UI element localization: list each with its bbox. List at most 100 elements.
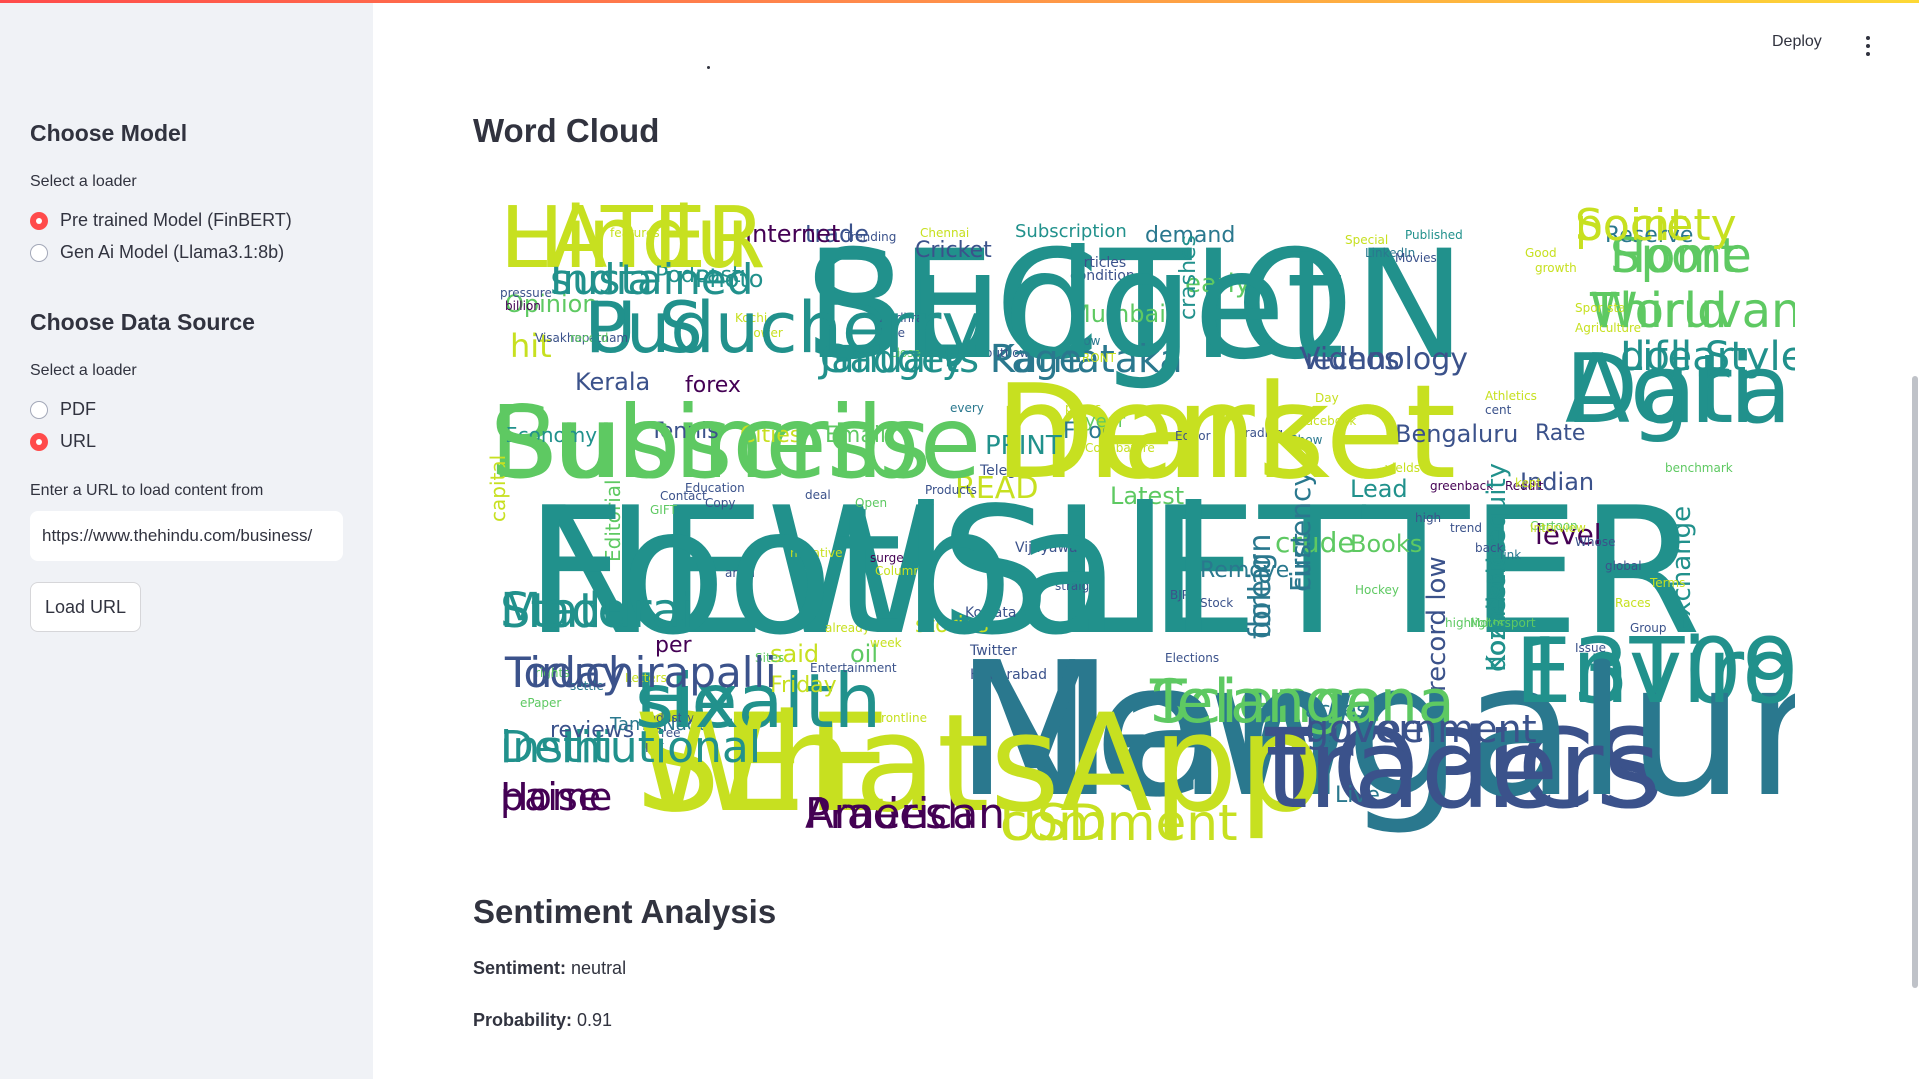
word-cloud-word: LinkedIn [1365, 246, 1415, 260]
word-cloud-word: ePaper [520, 696, 561, 710]
word-cloud-word: Economy [505, 423, 597, 447]
word-cloud-word: market [995, 356, 1456, 508]
main-scrollbar[interactable] [1912, 376, 1918, 988]
word-cloud-word: Tennis [649, 419, 719, 444]
word-cloud-word: Good [1525, 246, 1557, 260]
word-cloud-word: pressure [500, 286, 552, 300]
word-cloud-word: week [870, 636, 902, 650]
sentiment-value: neutral [571, 958, 627, 978]
word-cloud-word: Editor [1175, 429, 1211, 443]
word-cloud-word: Columns [875, 564, 927, 578]
url-input[interactable] [30, 511, 343, 561]
radio-finbert-label: Pre trained Model (FinBERT) [60, 210, 292, 230]
word-cloud-word: Products [925, 483, 977, 497]
word-cloud-word: Reddit [1505, 479, 1544, 493]
load-url-button[interactable]: Load URL [30, 582, 141, 632]
word-cloud-word: Day [1315, 391, 1339, 405]
word-cloud-word: said [770, 640, 819, 668]
word-cloud-word: Frontline [875, 711, 927, 725]
word-cloud-word: sustained [550, 255, 753, 304]
sentiment-result: Sentiment: neutral [473, 958, 626, 979]
word-cloud-word: U S [585, 287, 703, 369]
word-cloud-word: Page [990, 337, 1082, 381]
word-cloud-word: Elections [1165, 651, 1219, 665]
word-cloud-word: Letters [625, 671, 667, 685]
word-cloud-word: benchmark [1665, 461, 1733, 475]
word-cloud-word: greenback [1430, 479, 1493, 493]
word-cloud-word: Rupee [1305, 707, 1425, 751]
probability-value: 0.91 [577, 1010, 613, 1030]
word-cloud-word: record low [1422, 556, 1452, 692]
word-cloud-word: Line [880, 326, 905, 340]
radio-finbert[interactable]: Pre trained Model (FinBERT) [30, 210, 292, 231]
word-cloud-word: Gadgets [820, 337, 979, 381]
word-cloud-word: comment [1000, 794, 1238, 844]
word-cloud-word: 13T09 [1515, 619, 1795, 724]
radio-selected-icon[interactable] [30, 432, 48, 451]
word-cloud-word: low [1080, 334, 1101, 348]
word-cloud-word: Photo [695, 265, 763, 293]
word-cloud-word: billion [505, 299, 541, 313]
word-cloud-word: record [570, 331, 608, 345]
word-cloud-word: Videos [1300, 342, 1400, 377]
word-cloud-word: Science [1150, 667, 1383, 737]
word-cloud-word: India [550, 255, 653, 304]
word-cloud-word: NEWSLETTER [525, 471, 1702, 674]
radio-selected-icon[interactable] [30, 211, 48, 230]
word-cloud-word: Indian [1520, 468, 1594, 496]
word-cloud-word: BJP [1170, 588, 1189, 602]
word-cloud-word: trading [1240, 426, 1283, 440]
kebab-menu-icon[interactable] [1864, 36, 1872, 56]
word-cloud-word: Thiruvananthapuram [1589, 283, 1795, 339]
word-cloud-word: Delhi [500, 722, 613, 773]
word-cloud-word: forex [685, 373, 741, 398]
word-cloud-word: Kolkata [965, 605, 1016, 621]
word-cloud-word: rights [535, 666, 569, 680]
word-cloud-word: Reserve [1605, 223, 1693, 248]
word-cloud-word: Education [685, 481, 745, 495]
word-cloud-word: Interview [1530, 521, 1586, 535]
word-cloud-word: Terms [1649, 576, 1685, 590]
radio-url[interactable]: URL [30, 431, 96, 452]
word-cloud-word: Podcast [655, 263, 741, 288]
word-cloud-word: Group [1630, 621, 1667, 635]
word-cloud-word: Industry [645, 711, 694, 725]
radio-unselected-icon[interactable] [30, 243, 48, 262]
choose-model-heading: Choose Model [30, 120, 188, 146]
word-cloud-word: close [890, 346, 921, 360]
word-cloud-word: Open [855, 496, 887, 510]
word-cloud-word: Hindu [500, 189, 749, 288]
word-cloud-word: Sites [755, 651, 784, 665]
word-cloud-word: currency [1284, 470, 1317, 592]
radio-pdf[interactable]: PDF [30, 399, 96, 420]
word-cloud-word: Chennai [920, 226, 969, 240]
word-cloud-word: Cricket [915, 238, 992, 263]
word-cloud-word: link [1500, 548, 1521, 562]
word-cloud-word: point [1575, 200, 1687, 251]
word-cloud-word: Opinion [505, 290, 598, 318]
word-cloud-word: surge [870, 551, 904, 565]
word-cloud-word: Puducherry [585, 287, 983, 369]
word-cloud-word: early [1185, 269, 1250, 299]
word-cloud-word: six [635, 657, 739, 745]
word-cloud-word: Trending [844, 230, 896, 244]
radio-llama[interactable]: Gen Ai Model (Llama3.1:8b) [30, 242, 284, 263]
word-cloud-word: Andhra [880, 311, 923, 325]
word-cloud-word: Entertainment [810, 661, 897, 675]
word-cloud-word: Football [525, 471, 1218, 674]
word-cloud-word: level [1535, 518, 1602, 551]
word-cloud-word: January [818, 337, 964, 381]
word-cloud-word: World [1590, 283, 1728, 339]
word-cloud-word: SECTION [805, 219, 1466, 393]
radio-pdf-label: PDF [60, 399, 96, 419]
word-cloud-word: growth [1535, 261, 1577, 275]
word-cloud-word: prices [1065, 401, 1101, 415]
word-cloud-word: Stock [1200, 596, 1233, 610]
word-cloud-word: condition [1070, 268, 1135, 284]
radio-unselected-icon[interactable] [30, 400, 48, 419]
word-cloud-word: traders [1265, 705, 1661, 833]
deploy-button[interactable]: Deploy [1772, 33, 1822, 50]
word-cloud-word: exchange [1667, 506, 1697, 632]
word-cloud-word: paise [500, 775, 601, 819]
